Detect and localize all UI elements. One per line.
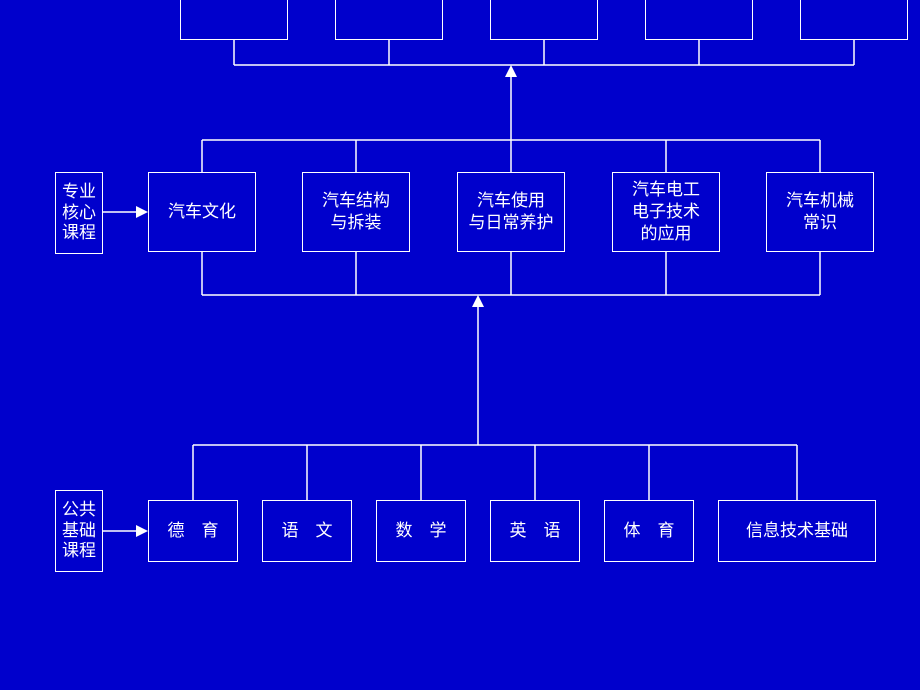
category-public-label: 公共基础课程	[62, 500, 96, 561]
category-core-label: 专业核心课程	[62, 182, 96, 243]
core-box-0: 汽车文化	[148, 172, 256, 252]
public-box-2-label: 数 学	[396, 520, 447, 542]
public-box-2: 数 学	[376, 500, 466, 562]
public-box-5: 信息技术基础	[718, 500, 876, 562]
core-box-4-label: 汽车机械常识	[786, 190, 854, 234]
top-box-1	[335, 0, 443, 40]
top-box-0	[180, 0, 288, 40]
public-box-5-label: 信息技术基础	[746, 520, 848, 542]
public-box-0-label: 德 育	[168, 520, 219, 542]
public-box-3: 英 语	[490, 500, 580, 562]
top-box-4	[800, 0, 908, 40]
public-box-1-label: 语 文	[282, 520, 333, 542]
top-box-2	[490, 0, 598, 40]
core-box-0-label: 汽车文化	[168, 201, 236, 223]
category-core-box: 专业核心课程	[55, 172, 103, 254]
category-public-box: 公共基础课程	[55, 490, 103, 572]
core-box-3-label: 汽车电工电子技术的应用	[632, 179, 700, 245]
top-box-3	[645, 0, 753, 40]
core-box-2: 汽车使用与日常养护	[457, 172, 565, 252]
connector-lines	[0, 0, 920, 690]
public-box-4-label: 体 育	[624, 520, 675, 542]
public-box-0: 德 育	[148, 500, 238, 562]
core-box-2-label: 汽车使用与日常养护	[469, 190, 554, 234]
core-box-4: 汽车机械常识	[766, 172, 874, 252]
core-box-1-label: 汽车结构与拆装	[322, 190, 390, 234]
public-box-1: 语 文	[262, 500, 352, 562]
public-box-3-label: 英 语	[510, 520, 561, 542]
core-box-3: 汽车电工电子技术的应用	[612, 172, 720, 252]
public-box-4: 体 育	[604, 500, 694, 562]
core-box-1: 汽车结构与拆装	[302, 172, 410, 252]
